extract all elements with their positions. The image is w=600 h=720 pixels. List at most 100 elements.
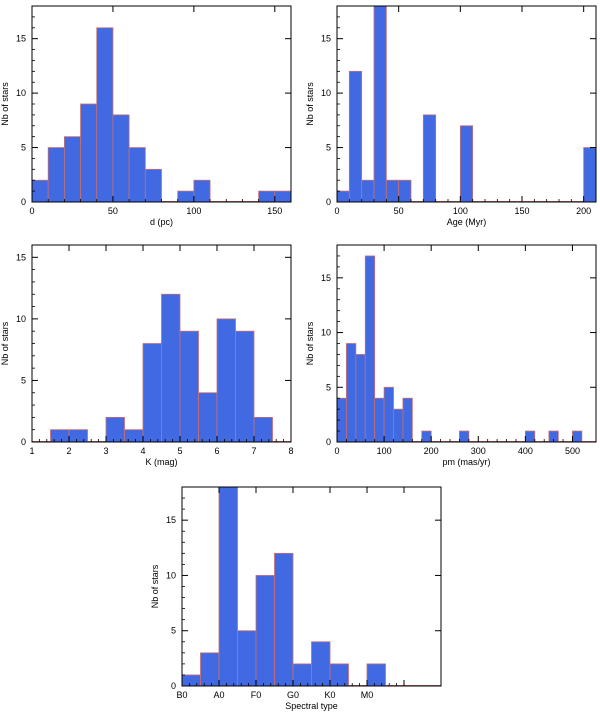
y-tick-label: 5 xyxy=(171,626,176,636)
histogram-bar xyxy=(200,652,220,687)
histogram-bar xyxy=(374,397,385,443)
histogram-bar xyxy=(255,575,275,687)
x-tick-label: 50 xyxy=(394,206,404,216)
histogram-bar xyxy=(193,179,211,203)
y-tick-label: 5 xyxy=(21,375,26,385)
histogram-bar xyxy=(68,429,88,443)
histogram-bar xyxy=(47,147,65,203)
histogram-panel-3: 1 2 3 4 5 6 7 8 0 5 10 15 K (mag) Nb of stars xyxy=(0,244,294,467)
x-tick-label: A0 xyxy=(213,690,224,700)
histogram-bar xyxy=(50,429,70,443)
x-tick-label: 100 xyxy=(453,206,468,216)
histogram-bar xyxy=(385,179,400,203)
x-tick-label: 2 xyxy=(66,446,71,456)
y-tick-label: 0 xyxy=(21,437,26,447)
histogram-bar xyxy=(237,630,257,687)
x-tick-label: K0 xyxy=(324,690,335,700)
histogram-bar xyxy=(459,430,470,443)
y-axis-label: Nb of stars xyxy=(150,564,160,608)
y-tick-label: 10 xyxy=(16,88,26,98)
histogram-bar xyxy=(80,103,98,203)
histogram-bar xyxy=(124,429,144,443)
y-tick-label: 0 xyxy=(21,197,26,207)
histogram-bar xyxy=(373,5,387,203)
x-tick-label: 100 xyxy=(186,206,201,216)
histogram-panel-5: B0 A0 F0 G0 K0 M0 0 5 10 15 Spectral type Nb of sta… xyxy=(150,486,442,711)
histogram-bar xyxy=(274,552,294,687)
histogram-bar xyxy=(63,136,81,203)
histogram-bar xyxy=(398,179,412,203)
x-tick-label: G0 xyxy=(287,690,299,700)
x-tick-label: 400 xyxy=(518,446,533,456)
x-tick-label: 150 xyxy=(267,206,282,216)
histogram-bar xyxy=(235,330,255,443)
histogram-bar xyxy=(161,293,181,443)
histogram-bar xyxy=(364,255,376,443)
histogram-bar xyxy=(142,343,162,443)
histogram-bar xyxy=(329,663,349,687)
x-tick-label: 150 xyxy=(514,206,529,216)
y-tick-label: 5 xyxy=(326,143,331,153)
y-axis-label: Nb of stars xyxy=(305,321,315,365)
x-tick-label: 1 xyxy=(29,446,34,456)
histogram-bar xyxy=(311,641,331,687)
x-tick-label: 6 xyxy=(214,446,219,456)
histogram-panel-1: 0 50 100 150 0 5 10 15 d (pc) Nb of stars xyxy=(0,5,292,227)
y-tick-label: 10 xyxy=(321,88,331,98)
histogram-bar xyxy=(96,27,114,203)
histogram-bar xyxy=(144,168,162,203)
x-tick-label: 0 xyxy=(29,206,34,216)
x-tick-label: 0 xyxy=(334,206,339,216)
x-tick-label: 7 xyxy=(251,446,256,456)
histogram-bar xyxy=(459,125,474,203)
histogram-bar xyxy=(218,486,238,687)
x-axis-label: d (pc) xyxy=(150,217,173,227)
y-tick-label: 15 xyxy=(321,273,331,283)
y-tick-label: 0 xyxy=(326,437,331,447)
x-tick-label: 8 xyxy=(288,446,293,456)
y-tick-label: 15 xyxy=(166,515,176,525)
x-tick-label: B0 xyxy=(176,690,187,700)
x-tick-label: 500 xyxy=(565,446,580,456)
y-tick-label: 5 xyxy=(326,382,331,392)
histogram-bar xyxy=(355,354,366,443)
histogram-bar xyxy=(177,190,195,203)
histogram-bar xyxy=(292,663,312,687)
histogram-bar xyxy=(572,430,583,443)
y-tick-label: 0 xyxy=(326,197,331,207)
y-axis-label: Nb of stars xyxy=(0,321,10,365)
y-tick-label: 15 xyxy=(16,252,26,262)
y-tick-label: 10 xyxy=(321,328,331,338)
x-tick-label: 0 xyxy=(334,446,339,456)
histogram-bar xyxy=(336,190,350,203)
y-axis-label: Nb of stars xyxy=(305,82,315,126)
histogram-bar xyxy=(383,386,394,443)
y-tick-label: 5 xyxy=(21,143,26,153)
histogram-bar xyxy=(253,416,273,443)
histogram-bar xyxy=(361,179,375,203)
y-tick-label: 15 xyxy=(16,34,26,44)
histogram-bar xyxy=(524,430,536,443)
histogram-bar xyxy=(346,343,357,443)
y-tick-label: 15 xyxy=(321,34,331,44)
y-tick-label: 10 xyxy=(16,314,26,324)
x-axis-label: Spectral type xyxy=(285,701,338,711)
x-tick-label: 5 xyxy=(177,446,182,456)
histogram-bar xyxy=(112,114,130,203)
histogram-bar xyxy=(105,416,125,443)
histogram-bar xyxy=(181,674,201,687)
histogram-bar xyxy=(348,70,363,203)
histogram-bar xyxy=(583,147,597,203)
x-tick-label: 3 xyxy=(103,446,108,456)
histogram-bar xyxy=(422,114,437,203)
histogram-bar xyxy=(216,318,236,443)
x-axis-label: K (mag) xyxy=(145,457,177,467)
y-tick-label: 10 xyxy=(166,570,176,580)
histogram-bar xyxy=(366,663,386,687)
x-tick-label: 300 xyxy=(471,446,486,456)
x-tick-label: 200 xyxy=(576,206,591,216)
histogram-bar xyxy=(274,190,292,203)
x-tick-label: 50 xyxy=(108,206,118,216)
histogram-bar xyxy=(179,330,199,443)
